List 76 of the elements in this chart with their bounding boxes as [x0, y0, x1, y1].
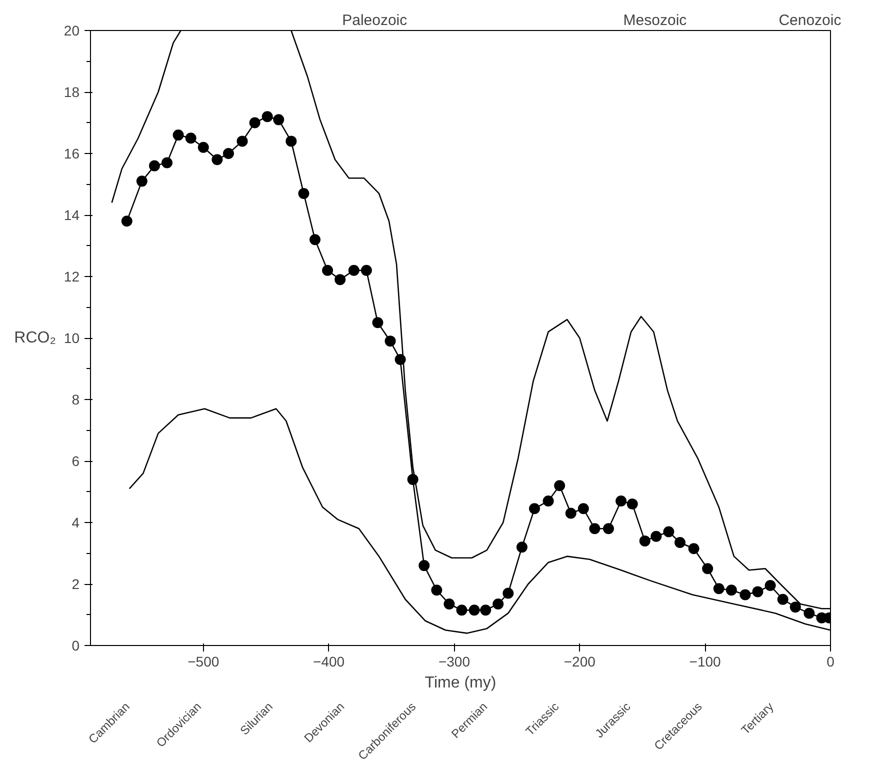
x-tick-label: 0	[826, 654, 835, 670]
point	[334, 274, 346, 286]
point	[273, 114, 284, 126]
point	[372, 317, 384, 328]
point	[790, 602, 801, 613]
point	[322, 264, 334, 276]
y-tick-label: 20	[64, 22, 80, 38]
point	[726, 584, 737, 596]
x-tick-label: −500	[188, 654, 220, 670]
text: Cenozoic	[778, 12, 842, 29]
point	[626, 498, 638, 510]
point	[468, 604, 480, 616]
text: Paleozoic	[342, 12, 408, 29]
point	[603, 523, 614, 534]
point	[752, 586, 764, 598]
y-tick-label: 12	[64, 268, 80, 284]
point	[554, 480, 566, 492]
y-tick-label: 4	[72, 514, 80, 530]
point	[764, 580, 776, 592]
point	[162, 157, 173, 168]
point	[804, 608, 815, 619]
point	[384, 336, 396, 347]
point	[136, 176, 148, 187]
y-tick-label: 10	[64, 330, 80, 346]
point	[198, 142, 209, 153]
point	[236, 136, 248, 147]
point	[502, 588, 514, 599]
point	[298, 188, 310, 199]
point	[121, 216, 132, 227]
point	[702, 563, 714, 574]
point	[713, 583, 724, 594]
point	[431, 584, 442, 596]
y-tick-label: 0	[72, 638, 80, 654]
point	[286, 136, 297, 147]
point	[616, 495, 627, 506]
point	[529, 503, 540, 514]
point	[516, 542, 528, 553]
point	[348, 264, 360, 276]
x-tick-label: −400	[313, 654, 345, 670]
point	[456, 604, 468, 616]
y-tick-label: 2	[72, 576, 80, 592]
point	[589, 523, 600, 534]
x-axis-title: Time (my)	[424, 674, 496, 692]
point	[148, 160, 160, 172]
point	[578, 503, 589, 514]
point	[262, 111, 273, 122]
point	[310, 234, 321, 246]
point	[444, 598, 455, 610]
point	[777, 594, 788, 605]
point	[249, 117, 260, 128]
point	[688, 543, 700, 554]
point	[480, 604, 492, 616]
point	[565, 508, 576, 519]
x-tick-label: −200	[564, 654, 596, 670]
point	[222, 148, 234, 159]
y-tick-label: 14	[64, 207, 80, 223]
point	[212, 154, 223, 166]
point	[418, 560, 430, 572]
point	[185, 132, 196, 144]
y-axis-title: RCO₂	[14, 330, 56, 346]
point	[172, 130, 184, 141]
point	[360, 264, 372, 276]
point	[740, 589, 751, 600]
x-tick-label: −300	[438, 654, 470, 670]
point	[674, 536, 686, 548]
x-tick-label: −100	[689, 654, 722, 670]
y-tick-label: 18	[64, 84, 80, 100]
point	[650, 530, 662, 542]
text: Mesozoic	[623, 12, 688, 29]
point	[639, 535, 650, 546]
point	[663, 526, 674, 538]
point	[542, 495, 554, 506]
y-tick-label: 16	[64, 146, 80, 162]
point	[492, 598, 504, 610]
y-tick-label: 6	[72, 453, 80, 469]
y-tick-label: 8	[72, 392, 80, 408]
